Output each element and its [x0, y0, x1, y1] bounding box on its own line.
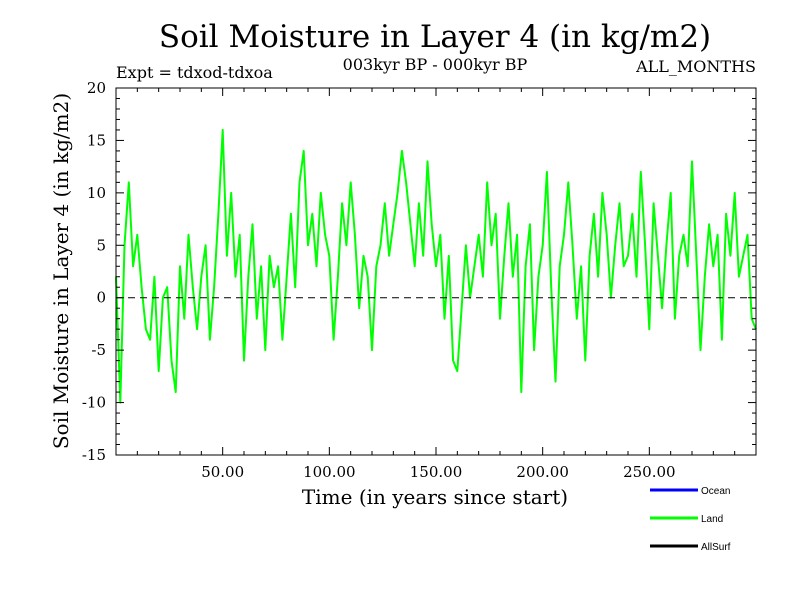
- y-tick-label: 20: [87, 79, 106, 97]
- plot-area: [115, 87, 757, 456]
- x-axis-label: Time (in years since start): [302, 485, 568, 509]
- chart-title: Soil Moisture in Layer 4 (in kg/m2): [159, 19, 711, 55]
- y-axis-label: Soil Moisture in Layer 4 (in kg/m2): [49, 93, 73, 449]
- x-tick-label: 150.00: [410, 463, 463, 481]
- x-axis: 50.00 100.00 150.00 200.00 250.00: [136, 88, 736, 481]
- y-tick-label: -15: [82, 446, 106, 464]
- x-tick-label: 50.00: [201, 463, 244, 481]
- x-tick-label: 250.00: [623, 463, 676, 481]
- legend-label-ocean: Ocean: [701, 486, 730, 497]
- x-tick-label: 100.00: [303, 463, 356, 481]
- experiment-label: Expt = tdxod-tdxoa: [116, 63, 273, 82]
- y-tick-label: -5: [91, 341, 106, 359]
- legend-label-allsurf: AllSurf: [701, 542, 731, 553]
- legend: Ocean Land AllSurf: [650, 486, 731, 553]
- legend-label-land: Land: [701, 514, 723, 525]
- x-tick-label: 200.00: [516, 463, 569, 481]
- y-axis: -15 -10 -5 0 5 10 15 20: [82, 79, 756, 464]
- y-tick-label: 15: [87, 131, 106, 149]
- series-line-land: [115, 128, 757, 404]
- y-tick-label: -10: [82, 394, 106, 412]
- y-tick-label: 0: [96, 289, 106, 307]
- months-label: ALL_MONTHS: [635, 57, 756, 76]
- y-tick-label: 5: [96, 236, 106, 254]
- y-tick-label: 10: [87, 184, 106, 202]
- chart-subtitle: 003kyr BP - 000kyr BP: [343, 55, 528, 74]
